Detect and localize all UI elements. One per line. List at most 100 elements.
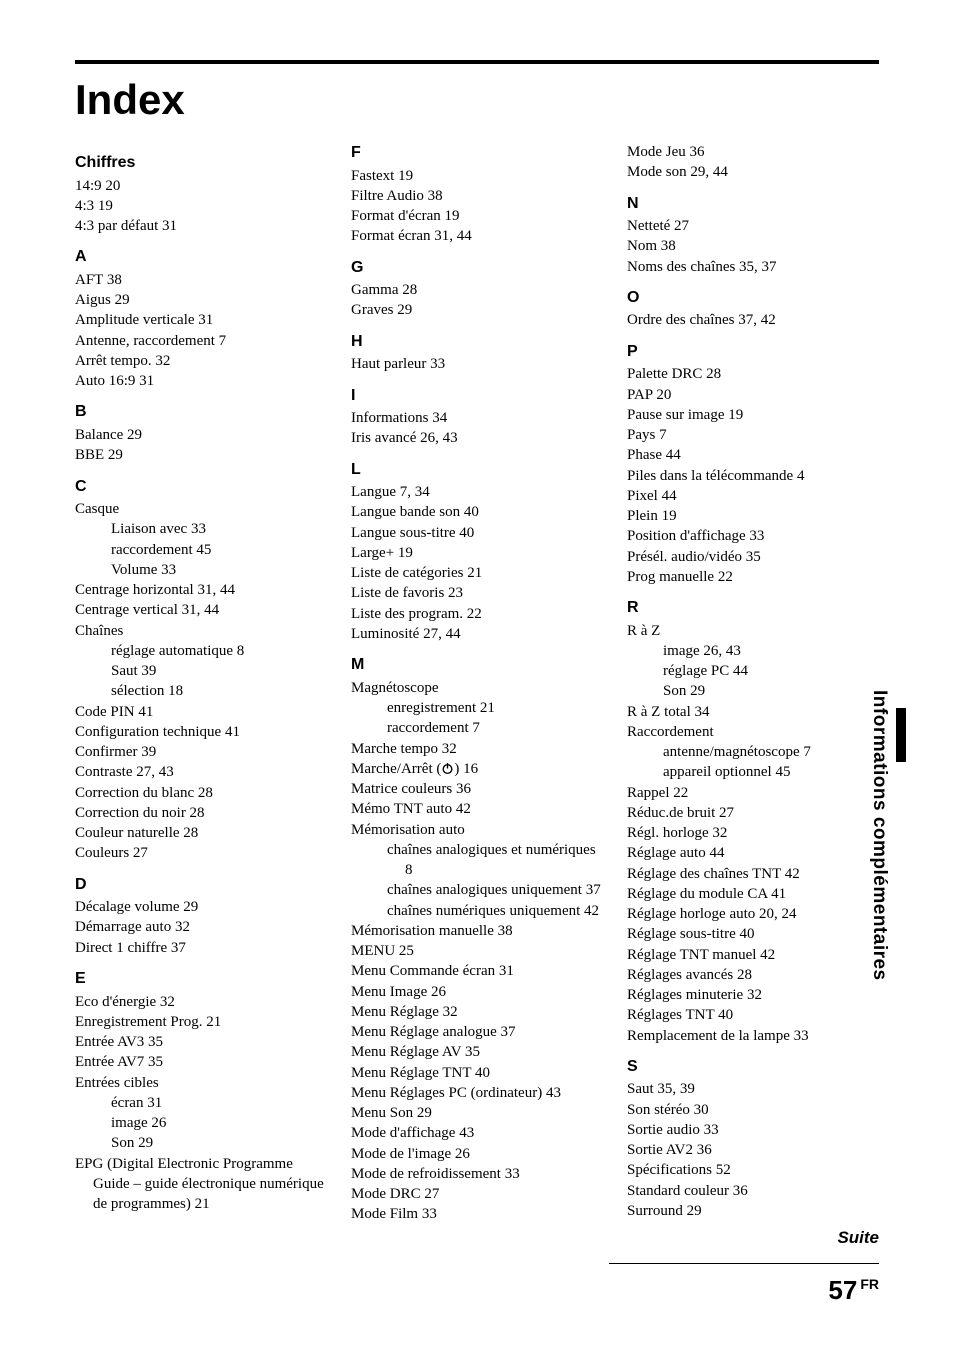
index-entry: Enregistrement Prog. 21 bbox=[75, 1012, 327, 1032]
index-entry: Réglage auto 44 bbox=[627, 843, 879, 863]
index-entry: Réglage horloge auto 20, 24 bbox=[627, 904, 879, 924]
index-entry: 4:3 19 bbox=[75, 196, 327, 216]
index-entry: Rappel 22 bbox=[627, 783, 879, 803]
index-entry: Réglages minuterie 32 bbox=[627, 985, 879, 1005]
index-entry: sélection 18 bbox=[75, 681, 327, 701]
index-entry: Liste des program. 22 bbox=[351, 604, 603, 624]
index-entry: 14:9 20 bbox=[75, 176, 327, 196]
index-entry: Piles dans la télécommande 4 bbox=[627, 466, 879, 486]
index-entry: R à Z total 34 bbox=[627, 702, 879, 722]
index-entry: EPG (Digital Electronic Programme Guide … bbox=[75, 1154, 327, 1215]
index-entry: Balance 29 bbox=[75, 425, 327, 445]
index-entry: Réglage du module CA 41 bbox=[627, 884, 879, 904]
index-entry: Casque bbox=[75, 499, 327, 519]
section-heading: H bbox=[351, 331, 603, 353]
index-entry: Saut 39 bbox=[75, 661, 327, 681]
index-entry: Entrée AV3 35 bbox=[75, 1032, 327, 1052]
index-entry: Régl. horloge 32 bbox=[627, 823, 879, 843]
index-entry: Position d'affichage 33 bbox=[627, 526, 879, 546]
index-entry: image 26 bbox=[75, 1113, 327, 1133]
index-entry: Arrêt tempo. 32 bbox=[75, 351, 327, 371]
index-entry: Phase 44 bbox=[627, 445, 879, 465]
index-entry: Liaison avec 33 bbox=[75, 519, 327, 539]
index-entry: Réglage sous-titre 40 bbox=[627, 924, 879, 944]
side-tab-bar bbox=[896, 708, 906, 762]
index-entry: Pause sur image 19 bbox=[627, 405, 879, 425]
index-entry: Direct 1 chiffre 37 bbox=[75, 938, 327, 958]
index-entry: chaînes numériques uniquement 42 bbox=[351, 901, 603, 921]
index-entry: Mémorisation manuelle 38 bbox=[351, 921, 603, 941]
index-entry: Format d'écran 19 bbox=[351, 206, 603, 226]
section-heading: P bbox=[627, 341, 879, 363]
section-heading: R bbox=[627, 597, 879, 619]
index-entry: Antenne, raccordement 7 bbox=[75, 331, 327, 351]
section-heading: M bbox=[351, 654, 603, 676]
index-entry: raccordement 45 bbox=[75, 540, 327, 560]
index-entry: Format écran 31, 44 bbox=[351, 226, 603, 246]
index-entry: Netteté 27 bbox=[627, 216, 879, 236]
index-entry: AFT 38 bbox=[75, 270, 327, 290]
section-heading: C bbox=[75, 476, 327, 498]
index-entry: Menu Commande écran 31 bbox=[351, 961, 603, 981]
section-heading: O bbox=[627, 287, 879, 309]
index-entry: Mode de refroidissement 33 bbox=[351, 1164, 603, 1184]
index-entry: Centrage vertical 31, 44 bbox=[75, 600, 327, 620]
index-entry: Palette DRC 28 bbox=[627, 364, 879, 384]
index-entry: Son 29 bbox=[75, 1133, 327, 1153]
index-entry: Mémorisation auto bbox=[351, 820, 603, 840]
section-heading: G bbox=[351, 257, 603, 279]
index-entry: Langue bande son 40 bbox=[351, 502, 603, 522]
index-entry: Mode Jeu 36 bbox=[627, 142, 879, 162]
index-entry: Marche/Arrêt () 16 bbox=[351, 759, 603, 779]
index-entry: Menu Réglage TNT 40 bbox=[351, 1063, 603, 1083]
index-entry: BBE 29 bbox=[75, 445, 327, 465]
index-entry: Standard couleur 36 bbox=[627, 1181, 879, 1201]
index-entry: Surround 29 bbox=[627, 1201, 879, 1221]
index-entry: Entrée AV7 35 bbox=[75, 1052, 327, 1072]
section-heading: Chiffres bbox=[75, 152, 327, 174]
index-entry: Sortie AV2 36 bbox=[627, 1140, 879, 1160]
index-entry: Contraste 27, 43 bbox=[75, 762, 327, 782]
index-entry: Ordre des chaînes 37, 42 bbox=[627, 310, 879, 330]
index-entry: Centrage horizontal 31, 44 bbox=[75, 580, 327, 600]
index-entry: Mode d'affichage 43 bbox=[351, 1123, 603, 1143]
index-entry: Prog manuelle 22 bbox=[627, 567, 879, 587]
index-entry: antenne/magnétoscope 7 bbox=[627, 742, 879, 762]
index-entry: écran 31 bbox=[75, 1093, 327, 1113]
index-entry: Iris avancé 26, 43 bbox=[351, 428, 603, 448]
index-entry: Gamma 28 bbox=[351, 280, 603, 300]
index-entry: Nom 38 bbox=[627, 236, 879, 256]
index-entry: réglage PC 44 bbox=[627, 661, 879, 681]
index-entry: Spécifications 52 bbox=[627, 1160, 879, 1180]
index-entry: Couleurs 27 bbox=[75, 843, 327, 863]
index-entry: image 26, 43 bbox=[627, 641, 879, 661]
index-entry: enregistrement 21 bbox=[351, 698, 603, 718]
top-rule bbox=[75, 60, 879, 64]
index-entry: réglage automatique 8 bbox=[75, 641, 327, 661]
index-entry: Volume 33 bbox=[75, 560, 327, 580]
index-entry: Matrice couleurs 36 bbox=[351, 779, 603, 799]
index-entry: Sortie audio 33 bbox=[627, 1120, 879, 1140]
index-entry: chaînes analogiques et numériques 8 bbox=[351, 840, 603, 881]
index-entry: Pixel 44 bbox=[627, 486, 879, 506]
page-number-value: 57 bbox=[828, 1275, 857, 1305]
index-entry: Fastext 19 bbox=[351, 166, 603, 186]
index-entry: Réglage TNT manuel 42 bbox=[627, 945, 879, 965]
index-entry: Configuration technique 41 bbox=[75, 722, 327, 742]
index-entry: Auto 16:9 31 bbox=[75, 371, 327, 391]
index-entry: appareil optionnel 45 bbox=[627, 762, 879, 782]
page-region: FR bbox=[860, 1276, 879, 1292]
side-tab: Informations complémentaires bbox=[868, 690, 892, 981]
index-entry: Noms des chaînes 35, 37 bbox=[627, 257, 879, 277]
section-heading: A bbox=[75, 246, 327, 268]
index-entry: Liste de catégories 21 bbox=[351, 563, 603, 583]
section-heading: D bbox=[75, 874, 327, 896]
index-entry: Correction du noir 28 bbox=[75, 803, 327, 823]
index-entry: Entrées cibles bbox=[75, 1073, 327, 1093]
index-entry: Langue 7, 34 bbox=[351, 482, 603, 502]
index-entry: Large+ 19 bbox=[351, 543, 603, 563]
index-entry: Eco d'énergie 32 bbox=[75, 992, 327, 1012]
bottom-rule bbox=[609, 1263, 879, 1264]
index-entry: Haut parleur 33 bbox=[351, 354, 603, 374]
index-entry: Mode son 29, 44 bbox=[627, 162, 879, 182]
